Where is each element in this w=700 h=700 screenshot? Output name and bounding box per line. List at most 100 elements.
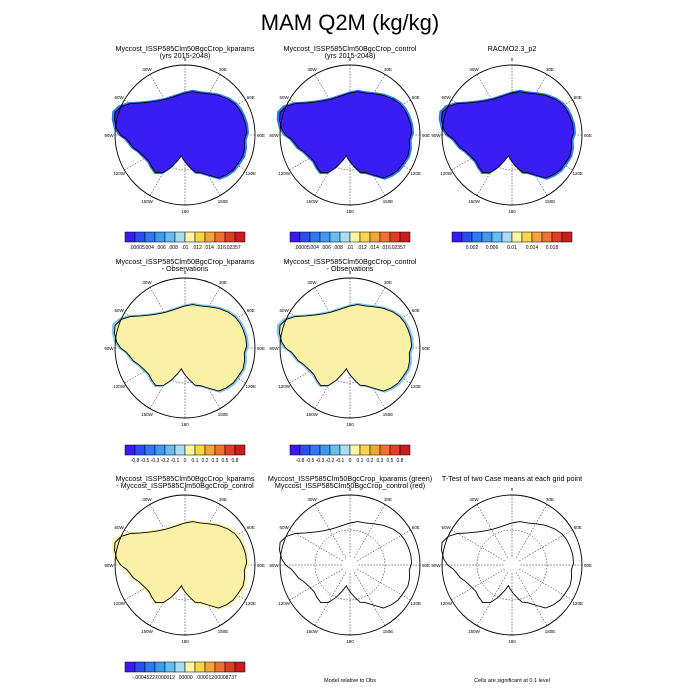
colorbar-label: 0.5 [387,458,394,464]
colorbar-label: -.00045227 [132,675,158,681]
colorbar-box [154,661,166,673]
longitude-label: 90E [257,133,265,138]
longitude-label: 0 [184,487,187,492]
panel-subtitle: (yrs 2015-2048) [325,51,376,60]
longitude-label: 150E [545,199,556,204]
colorbar-box [461,231,473,243]
longitude-label: 90E [257,346,265,351]
colorbar-label: .008 [333,245,343,251]
map-boundary [279,64,421,206]
map-boundary [441,494,583,636]
colorbar-box [389,444,401,456]
panel-title: Myccost_ISSP585Clm50BgcCrop_kparams [115,44,254,53]
meridian-line [353,572,386,626]
colorbar-label: .008 [168,245,178,251]
longitude-label: 60E [412,308,420,313]
colorbar-box [134,661,146,673]
map-boundary [114,277,256,419]
colorbar-box [204,444,216,456]
longitude-label: 30E [219,67,227,72]
longitude-label: 0 [184,57,187,62]
colorbar-box [144,231,156,243]
colorbar-box [319,444,331,456]
colorbar-label: -0.8 [296,458,305,464]
colorbar-box [481,231,493,243]
longitude-label: 90E [422,133,430,138]
longitude-label: 150W [468,629,481,634]
colorbar-label: 0 [184,458,187,464]
colorbar-box [339,231,351,243]
colorbar-label: .01 [347,245,354,251]
colorbar-box [134,231,146,243]
map-panel-p7: Myccost_ISSP585Clm50BgcCrop_kparams (gre… [268,474,432,684]
colorbar-box [184,444,196,456]
colorbar-box [144,661,156,673]
longitude-label: 150W [468,199,481,204]
colorbar-box [521,231,533,243]
colorbar-label: -0.1 [336,458,345,464]
colorbar-box [124,444,136,456]
longitude-label: 120W [113,601,126,606]
colorbar-box [289,231,301,243]
longitude-label: 120E [411,384,422,389]
longitude-label: 60W [442,95,452,100]
longitude-label: 180 [508,209,516,214]
colorbar-label: .00005 [129,245,145,251]
longitude-label: 0 [349,270,352,275]
colorbar-label: 0.2 [202,458,209,464]
colorbar-box [164,444,176,456]
longitude-label: 30W [142,67,152,72]
panel-title: Myccost_ISSP585Clm50BgcCrop_kparams [115,474,254,483]
longitude-label: 180 [346,639,354,644]
colorbar-box [329,231,341,243]
longitude-label: 120W [278,171,291,176]
colorbar-label: 0.006 [486,245,499,251]
longitude-label: 60E [247,308,255,313]
colorbar-box [204,231,216,243]
coastline [441,91,575,179]
longitude-label: 30W [307,280,317,285]
longitude-label: 30E [384,67,392,72]
coastline [114,91,248,179]
colorbar-box [309,231,321,243]
colorbar-label: 0.2 [367,458,374,464]
coastline [114,521,248,609]
colorbar-box [214,661,226,673]
colorbar-box [561,231,573,243]
longitude-label: 30E [219,497,227,502]
panel-caption: Cells are significant at 0.1 level [474,678,550,684]
colorbar-box [299,231,311,243]
colorbar-box [349,231,361,243]
coastline [279,91,413,179]
longitude-label: 120E [246,384,257,389]
longitude-label: 150W [306,412,319,417]
colorbar-box [234,444,246,456]
panel-title: T-Test of two Case means at each grid po… [442,474,582,483]
map-boundary [114,64,256,206]
colorbar-label: 0.8 [397,458,404,464]
map-boundary [279,277,421,419]
colorbar-box [234,661,246,673]
meridian-line [314,504,347,558]
longitude-label: 150W [141,629,154,634]
longitude-label: 30E [384,497,392,502]
longitude-label: 120W [440,601,453,606]
colorbar-label: -0.2 [326,458,335,464]
coastline [279,521,413,609]
map-panel-p6: Myccost_ISSP585Clm50BgcCrop_kparams- Myc… [104,474,265,681]
meridian-line [515,572,548,626]
colorbar-box [309,444,321,456]
longitude-label: 90E [422,563,430,568]
colorbar-label: 0.8 [232,458,239,464]
longitude-label: 150E [218,629,229,634]
longitude-label: 90W [269,133,279,138]
colorbar-label: .006 [321,245,331,251]
panel-title: Myccost_ISSP585Clm50BgcCrop_control [283,44,416,53]
longitude-label: 120E [246,601,257,606]
panel-title: Myccost_ISSP585Clm50BgcCrop_kparams (gre… [268,474,432,483]
colorbar-box [369,444,381,456]
longitude-label: 60W [115,95,125,100]
longitude-label: 180 [181,209,189,214]
longitude-label: 90W [431,133,441,138]
map-panel-p8: T-Test of two Case means at each grid po… [431,474,592,684]
